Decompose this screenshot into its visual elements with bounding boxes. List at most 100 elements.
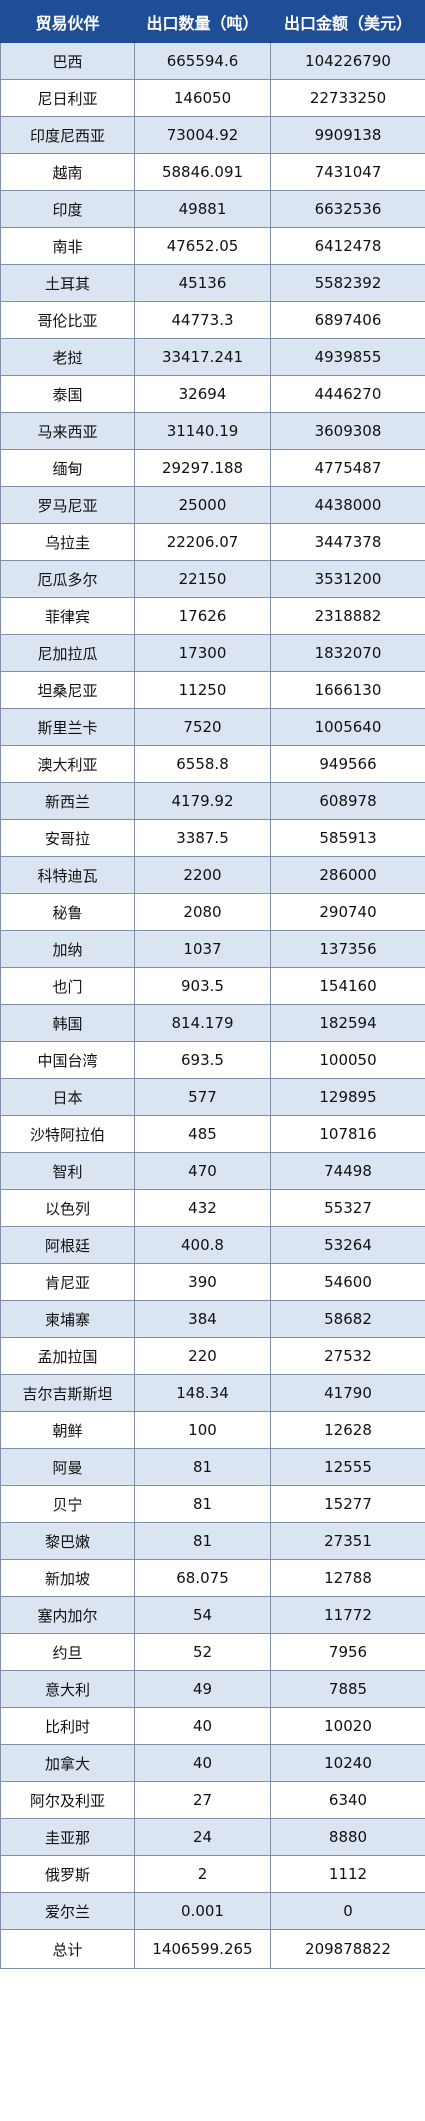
- cell-partner: 智利: [0, 1152, 135, 1190]
- table-row: 斯里兰卡 7520 1005640: [0, 708, 425, 746]
- cell-quantity: 45136: [134, 264, 271, 302]
- cell-value: 100050: [270, 1041, 425, 1079]
- cell-value: 0: [270, 1892, 425, 1930]
- cell-partner: 新西兰: [0, 782, 135, 820]
- table-row: 阿根廷 400.8 53264: [0, 1226, 425, 1264]
- table-row: 约旦 52 7956: [0, 1633, 425, 1671]
- table-row: 圭亚那 24 8880: [0, 1818, 425, 1856]
- table-row: 爱尔兰 0.001 0: [0, 1892, 425, 1930]
- table-row: 比利时 40 10020: [0, 1707, 425, 1745]
- cell-value: 4438000: [270, 486, 425, 524]
- cell-quantity: 81: [134, 1522, 271, 1560]
- cell-value: 12555: [270, 1448, 425, 1486]
- cell-value: 7885: [270, 1670, 425, 1708]
- table-row: 科特迪瓦 2200 286000: [0, 856, 425, 894]
- table-row: 罗马尼亚 25000 4438000: [0, 486, 425, 524]
- cell-partner: 罗马尼亚: [0, 486, 135, 524]
- cell-value: 55327: [270, 1189, 425, 1227]
- cell-partner: 尼日利亚: [0, 79, 135, 117]
- table-row: 阿尔及利亚 27 6340: [0, 1781, 425, 1819]
- cell-value: 58682: [270, 1300, 425, 1338]
- cell-partner: 秘鲁: [0, 893, 135, 931]
- cell-value: 585913: [270, 819, 425, 857]
- cell-quantity: 2: [134, 1855, 271, 1893]
- cell-quantity: 814.179: [134, 1004, 271, 1042]
- cell-value: 3447378: [270, 523, 425, 561]
- cell-quantity: 81: [134, 1485, 271, 1523]
- table-row: 意大利 49 7885: [0, 1670, 425, 1708]
- cell-value: 608978: [270, 782, 425, 820]
- table-row: 以色列 432 55327: [0, 1189, 425, 1227]
- cell-quantity: 220: [134, 1337, 271, 1375]
- total-label: 总计: [0, 1929, 135, 1969]
- cell-value: 4446270: [270, 375, 425, 413]
- cell-quantity: 32694: [134, 375, 271, 413]
- table-row: 新加坡 68.075 12788: [0, 1559, 425, 1597]
- cell-quantity: 4179.92: [134, 782, 271, 820]
- cell-value: 5582392: [270, 264, 425, 302]
- cell-partner: 泰国: [0, 375, 135, 413]
- cell-value: 104226790: [270, 42, 425, 80]
- table-row: 印度 49881 6632536: [0, 190, 425, 228]
- table-row: 孟加拉国 220 27532: [0, 1337, 425, 1375]
- table-row: 缅甸 29297.188 4775487: [0, 449, 425, 487]
- cell-partner: 乌拉圭: [0, 523, 135, 561]
- cell-partner: 黎巴嫩: [0, 1522, 135, 1560]
- cell-quantity: 3387.5: [134, 819, 271, 857]
- cell-quantity: 44773.3: [134, 301, 271, 339]
- cell-value: 1832070: [270, 634, 425, 672]
- cell-partner: 贝宁: [0, 1485, 135, 1523]
- table-row: 塞内加尔 54 11772: [0, 1596, 425, 1634]
- cell-quantity: 100: [134, 1411, 271, 1449]
- table-row: 日本 577 129895: [0, 1078, 425, 1116]
- cell-partner: 科特迪瓦: [0, 856, 135, 894]
- table-row: 柬埔寨 384 58682: [0, 1300, 425, 1338]
- cell-value: 54600: [270, 1263, 425, 1301]
- cell-value: 6897406: [270, 301, 425, 339]
- cell-partner: 塞内加尔: [0, 1596, 135, 1634]
- table-row: 中国台湾 693.5 100050: [0, 1041, 425, 1079]
- cell-value: 182594: [270, 1004, 425, 1042]
- cell-partner: 菲律宾: [0, 597, 135, 635]
- cell-partner: 马来西亚: [0, 412, 135, 450]
- cell-quantity: 25000: [134, 486, 271, 524]
- cell-value: 27351: [270, 1522, 425, 1560]
- cell-quantity: 22206.07: [134, 523, 271, 561]
- cell-quantity: 7520: [134, 708, 271, 746]
- cell-quantity: 11250: [134, 671, 271, 709]
- cell-partner: 也门: [0, 967, 135, 1005]
- table-row: 马来西亚 31140.19 3609308: [0, 412, 425, 450]
- cell-value: 4939855: [270, 338, 425, 376]
- cell-value: 53264: [270, 1226, 425, 1264]
- cell-quantity: 400.8: [134, 1226, 271, 1264]
- cell-partner: 哥伦比亚: [0, 301, 135, 339]
- cell-quantity: 1037: [134, 930, 271, 968]
- cell-quantity: 49881: [134, 190, 271, 228]
- cell-value: 10240: [270, 1744, 425, 1782]
- cell-value: 12628: [270, 1411, 425, 1449]
- cell-quantity: 49: [134, 1670, 271, 1708]
- cell-value: 7956: [270, 1633, 425, 1671]
- cell-quantity: 27: [134, 1781, 271, 1819]
- cell-partner: 坦桑尼亚: [0, 671, 135, 709]
- cell-partner: 阿根廷: [0, 1226, 135, 1264]
- table-row: 泰国 32694 4446270: [0, 375, 425, 413]
- cell-value: 3609308: [270, 412, 425, 450]
- table-row: 菲律宾 17626 2318882: [0, 597, 425, 635]
- cell-value: 129895: [270, 1078, 425, 1116]
- cell-quantity: 31140.19: [134, 412, 271, 450]
- cell-quantity: 40: [134, 1707, 271, 1745]
- cell-quantity: 17626: [134, 597, 271, 635]
- cell-quantity: 146050: [134, 79, 271, 117]
- cell-quantity: 2200: [134, 856, 271, 894]
- cell-value: 6632536: [270, 190, 425, 228]
- cell-partner: 缅甸: [0, 449, 135, 487]
- cell-quantity: 40: [134, 1744, 271, 1782]
- cell-partner: 柬埔寨: [0, 1300, 135, 1338]
- cell-partner: 吉尔吉斯斯坦: [0, 1374, 135, 1412]
- table-row: 乌拉圭 22206.07 3447378: [0, 523, 425, 561]
- cell-quantity: 58846.091: [134, 153, 271, 191]
- table-row: 巴西 665594.6 104226790: [0, 42, 425, 80]
- table-row: 尼加拉瓜 17300 1832070: [0, 634, 425, 672]
- cell-value: 3531200: [270, 560, 425, 598]
